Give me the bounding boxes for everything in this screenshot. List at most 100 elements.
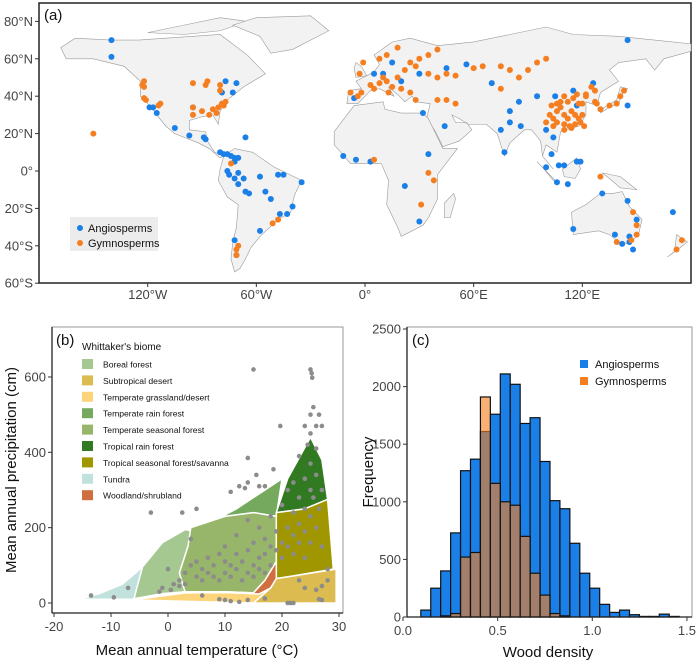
angiosperms-site-point [553,179,560,186]
gymnosperms-site-point [497,63,504,70]
climate-point [171,581,176,587]
angiosperms-site-point [186,132,193,139]
gymnosperms-site-point [416,55,423,62]
gymnosperms-site-point [591,87,598,94]
climate-point [177,578,182,583]
climate-point [279,540,285,546]
gymnosperms-site-point [553,119,560,126]
y-tick-label: 60°S [5,276,34,291]
climate-point [311,495,316,500]
climate-point [319,487,325,493]
climate-point [319,544,325,549]
angiosperms-site-point [552,93,559,100]
gymnosperms-site-point [597,106,604,113]
angiosperms-site-point [543,164,550,171]
climate-point [245,455,251,461]
gymnosperms-site-point [233,252,240,259]
legend-swatch [82,424,93,435]
map-land [60,15,692,273]
gymnosperms-site-point [633,222,640,229]
legend-swatch [82,490,93,501]
climate-point [308,514,313,519]
gymnosperms-site-point [354,93,361,100]
gymnosperms-site-point [443,70,450,77]
climate-point [125,585,131,591]
gymnosperms-site-point [561,121,568,128]
climate-point [268,514,273,519]
gymnosperms-site-point [380,74,387,81]
gymnosperms-site-point [434,74,441,81]
legend-label: Temperate seasonal forest [103,425,205,435]
climate-point [274,529,279,534]
legend-label-angiosperms: Angiosperms [88,223,153,235]
angiosperms-site-point [233,80,240,87]
landmass [602,172,638,191]
gymnosperms-site-point [534,59,541,66]
gymnosperms-site-point [385,89,392,96]
climate-point [254,472,259,478]
panel-label-b: (b) [56,332,74,349]
climate-point [268,544,273,549]
angiosperms-site-point [463,61,470,68]
legend-label: Subtropical desert [103,376,173,386]
landmass [536,161,558,183]
y-tick-label: 80°N [4,14,33,29]
angiosperms-site-point [624,37,631,44]
y-tick-label: 500 [379,552,401,567]
gymnosperms-site-point [573,91,580,98]
climate-point [182,581,188,587]
climate-point [256,525,262,530]
climate-point [217,596,222,602]
climate-point [205,555,211,561]
angiosperms-site-point [262,188,269,195]
climate-point [182,570,188,576]
gymnosperms-site-point [561,93,568,100]
gymnosperms-bar [489,482,501,618]
climate-point [188,536,194,542]
climate-point [296,521,302,527]
climate-point [222,544,228,549]
legend-swatch [82,408,93,419]
gymnosperms-site-point [613,239,620,246]
angiosperms-bar [599,603,611,618]
y-tick-label: 2000 [372,379,401,394]
angiosperms-site-point [229,89,236,96]
angiosperms-site-point [256,173,263,180]
climate-point [262,483,268,489]
climate-point [111,595,117,600]
angiosperms-site-point [669,209,676,216]
climate-point [228,489,233,495]
climate-point [296,453,302,459]
legend-label: Woodland/shrubland [103,491,182,501]
climate-point [302,506,308,512]
legend-dot-gymnosperms [77,240,83,246]
angiosperms-site-point [506,119,513,126]
climate-point [234,532,239,538]
angiosperms-site-point [275,171,282,178]
angiosperms-site-point [389,59,396,66]
angiosperms-bar [539,460,551,618]
climate-point [194,559,199,564]
gymnosperms-site-point [561,111,568,118]
climate-point [177,583,182,589]
climate-point [199,578,205,583]
x-tick-label: 0° [359,287,371,302]
panel-label-a: (a) [44,7,62,24]
climate-points [88,367,330,606]
landmass [333,101,458,237]
climate-point [313,525,319,530]
landmass [444,192,456,219]
climate-point [242,485,248,491]
angiosperms-site-point [577,158,584,165]
gymnosperms-site-point [215,104,222,111]
y-axis-label: Mean annual precipitation (cm) [3,367,20,573]
angiosperms-site-point [543,126,550,133]
angiosperms-bar [589,587,601,618]
angiosperms-bar [559,508,571,618]
x-tick-label: -20 [45,619,64,634]
climate-point [302,476,308,481]
gymnosperms-site-point [347,89,354,96]
gymnosperms-site-point [425,70,432,77]
gymnosperms-site-point [394,44,401,51]
climate-point [313,587,319,593]
